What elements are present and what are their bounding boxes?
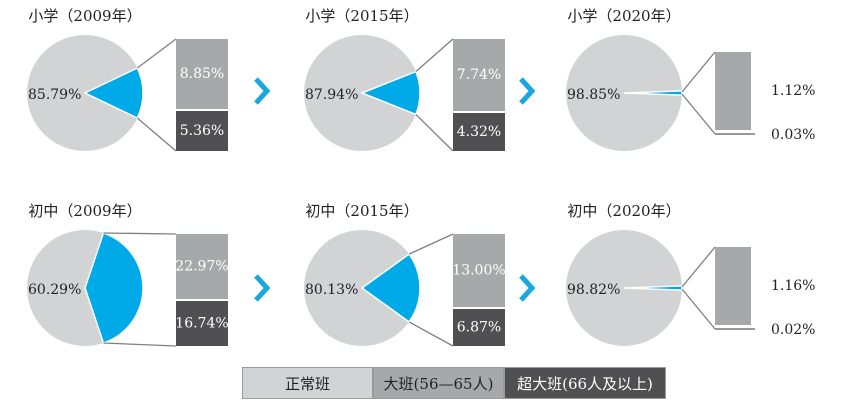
chart-title: 初中（2020年）	[567, 202, 680, 220]
chevron-right-icon	[519, 77, 536, 105]
data-label-normal: 80.13%	[305, 282, 358, 298]
bar-segment-large	[453, 39, 505, 111]
chevron-right-icon	[254, 274, 271, 302]
legend-label-normal: 正常班	[284, 374, 330, 393]
chevron-right-icon	[519, 274, 536, 302]
legend-item-normal: 正常班	[242, 367, 373, 399]
data-label-large: 13.00%	[452, 263, 505, 279]
connector-line	[415, 113, 454, 152]
chart-title: 小学（2009年）	[28, 7, 141, 25]
legend-label-large: 大班(56—65人)	[383, 374, 494, 393]
chart-title: 小学（2020年）	[567, 7, 680, 25]
data-label-normal: 87.94%	[305, 87, 358, 103]
pie-slice-highlight	[360, 253, 421, 323]
pie-slice-highlight	[84, 232, 144, 344]
pie-slice-highlight	[623, 90, 683, 96]
connector-line	[681, 93, 716, 135]
data-label-super: 4.32%	[457, 124, 501, 140]
data-label-super: 16.74%	[175, 316, 228, 332]
bar-segment-large	[715, 247, 751, 325]
bar-segment-super	[176, 301, 228, 346]
bar-segment-super	[453, 309, 505, 346]
chevron-right-icon	[254, 77, 271, 105]
legend-item-large: 大班(56—65人)	[373, 367, 504, 399]
connector-line	[136, 117, 177, 152]
data-label-large: 8.85%	[180, 66, 224, 82]
connector-line	[408, 233, 454, 255]
pie-slice-highlight	[83, 66, 144, 120]
data-label-normal: 60.29%	[28, 282, 81, 298]
pie-slice-highlight	[359, 70, 421, 116]
bar-segment-large	[453, 234, 505, 307]
connector-line	[408, 321, 454, 347]
connector-line	[415, 38, 454, 73]
connector-line	[103, 342, 177, 347]
chart-title: 初中（2015年）	[305, 202, 418, 220]
data-label-normal: 98.82%	[567, 282, 620, 298]
bar-segment-super	[453, 113, 505, 151]
legend: 正常班 大班(56—65人) 超大班(66人及以上)	[242, 367, 666, 399]
data-label-normal: 98.85%	[567, 87, 620, 103]
data-label-large: 1.16%	[771, 278, 815, 294]
data-label-super: 6.87%	[457, 320, 501, 336]
data-label-super: 0.02%	[771, 322, 815, 338]
data-label-large: 7.74%	[457, 67, 501, 83]
bar-segment-large	[715, 52, 751, 130]
bar-segment-super	[176, 111, 228, 151]
data-label-super: 5.36%	[180, 123, 224, 139]
connector-line	[136, 38, 177, 69]
chart-title: 初中（2009年）	[28, 202, 141, 220]
bar-segment-large	[176, 234, 228, 299]
data-label-super: 0.03%	[771, 127, 815, 143]
connector-line	[681, 246, 716, 288]
bar-segment-large	[176, 39, 228, 109]
legend-item-super: 超大班(66人及以上)	[504, 367, 666, 399]
legend-label-super: 超大班(66人及以上)	[517, 374, 653, 393]
data-label-large: 22.97%	[175, 259, 228, 275]
pie-slice-highlight	[623, 285, 683, 291]
data-label-large: 1.12%	[771, 83, 815, 99]
connector-line	[103, 232, 177, 235]
connector-line	[681, 288, 716, 330]
chart-title: 小学（2015年）	[305, 7, 418, 25]
connector-line	[681, 51, 716, 93]
data-label-normal: 85.79%	[28, 87, 81, 103]
